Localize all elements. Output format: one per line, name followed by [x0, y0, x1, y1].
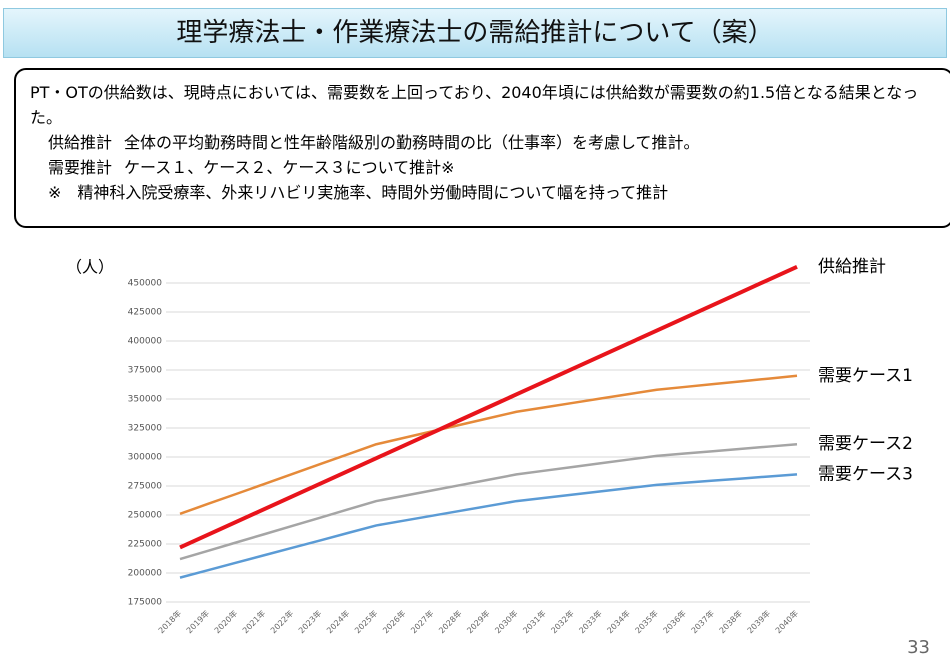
x-tick-label: 2036年 [661, 608, 688, 635]
x-tick-label: 2032年 [549, 608, 576, 635]
summary-box: PT・OTの供給数は、現時点においては、需要数を上回っており、2040年頃には供… [14, 68, 950, 228]
summary-lead: PT・OTの供給数は、現時点においては、需要数を上回っており、2040年頃には供… [30, 83, 919, 127]
x-tick-label: 2026年 [380, 608, 407, 635]
y-tick-label: 400000 [128, 337, 163, 347]
x-tick-label: 2035年 [633, 608, 660, 635]
x-tick-label: 2030年 [493, 608, 520, 635]
x-tick-label: 2021年 [240, 608, 267, 635]
x-tick-label: 2025年 [352, 608, 379, 635]
series-line [179, 374, 798, 516]
x-tick-label: 2028年 [437, 608, 464, 635]
x-tick-label: 2033年 [577, 608, 604, 635]
series-label: 需要ケース3 [818, 464, 913, 484]
series-label: 需要ケース2 [818, 434, 913, 454]
summary-item: 供給推計 全体の平均勤務時間と性年齢階級別の勤務時間の比（仕事率）を考慮して推計。 [30, 130, 942, 155]
y-tick-label: 300000 [128, 453, 163, 463]
y-tick-label: 425000 [128, 308, 163, 318]
y-tick-label: 450000 [128, 279, 163, 289]
x-tick-label: 2029年 [465, 608, 492, 635]
x-tick-label: 2038年 [717, 608, 744, 635]
y-tick-label: 350000 [128, 395, 163, 405]
series-label: 需要ケース1 [818, 366, 913, 386]
x-tick-label: 2040年 [773, 608, 800, 635]
series-line [179, 442, 798, 561]
series-line [179, 264, 798, 550]
slide-title: 理学療法士・作業療法士の需給推計について（案） [3, 8, 947, 58]
series-label: 供給推計 [818, 257, 886, 277]
y-tick-label: 200000 [128, 569, 163, 579]
y-tick-label: 225000 [128, 540, 163, 550]
x-tick-label: 2023年 [296, 608, 323, 635]
y-axis-label: （人） [66, 258, 114, 277]
y-tick-label: 325000 [128, 424, 163, 434]
x-tick-label: 2020年 [212, 608, 239, 635]
item-text: 全体の平均勤務時間と性年齢階級別の勤務時間の比（仕事率）を考慮して推計。 [124, 133, 700, 152]
x-tick-label: 2022年 [268, 608, 295, 635]
item-label: 供給推計 [48, 133, 113, 152]
x-tick-label: 2031年 [521, 608, 548, 635]
item-text: ケース１、ケース２、ケース３について推計※ [124, 158, 455, 177]
x-tick-label: 2018年 [156, 608, 183, 635]
x-tick-label: 2019年 [184, 608, 211, 635]
summary-note: ※ 精神科入院受療率、外来リハビリ実施率、時間外労働時間について幅を持って推計 [48, 183, 669, 202]
y-tick-label: 250000 [128, 511, 163, 521]
x-tick-label: 2034年 [605, 608, 632, 635]
y-tick-label: 275000 [128, 482, 163, 492]
series-line [179, 473, 798, 579]
x-tick-label: 2027年 [408, 608, 435, 635]
summary-item: 需要推計 ケース１、ケース２、ケース３について推計※ [30, 155, 942, 180]
y-tick-label: 375000 [128, 366, 163, 376]
x-tick-label: 2037年 [689, 608, 716, 635]
y-tick-label: 175000 [128, 598, 163, 608]
page-number: 33 [907, 637, 930, 658]
x-tick-label: 2039年 [745, 608, 772, 635]
item-label: 需要推計 [48, 158, 113, 177]
x-tick-label: 2024年 [324, 608, 351, 635]
